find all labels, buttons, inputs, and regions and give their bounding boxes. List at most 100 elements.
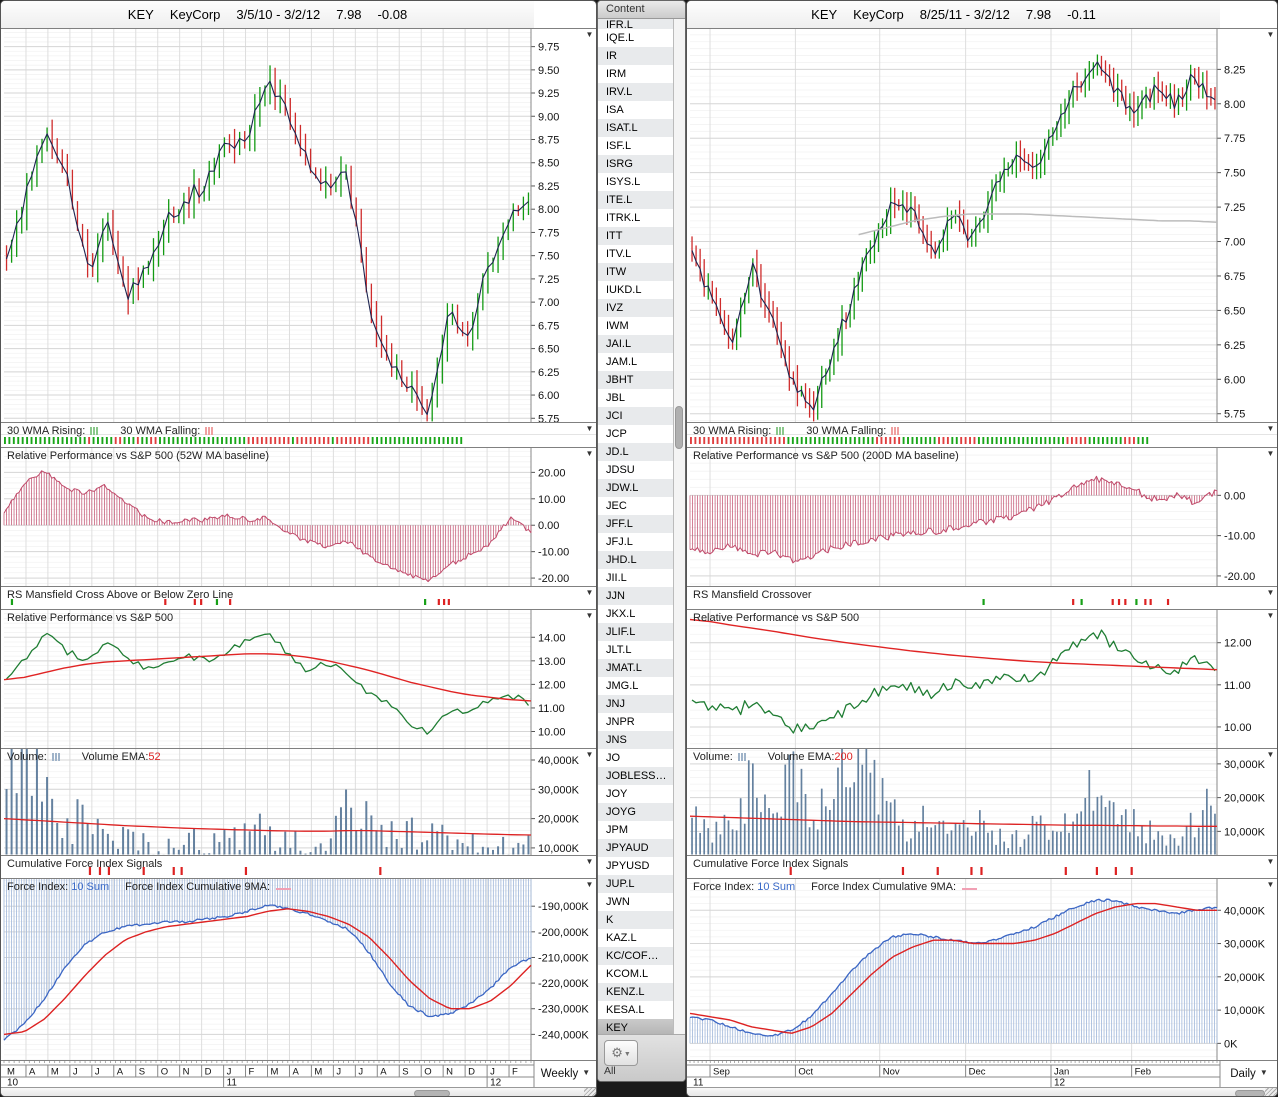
- ticker-row[interactable]: JLT.L: [606, 644, 632, 656]
- ticker-row[interactable]: JPM: [606, 824, 628, 836]
- pane-menu-button[interactable]: ▼: [1266, 588, 1275, 597]
- ticker-row[interactable]: JPYUSD: [606, 860, 650, 872]
- pane-menu-button[interactable]: ▼: [1266, 449, 1275, 458]
- ticker-row[interactable]: KAZ.L: [606, 932, 637, 944]
- ticker-row[interactable]: IUKD.L: [606, 284, 642, 296]
- ticker-row[interactable]: JNJ: [598, 695, 673, 713]
- pane-menu-button[interactable]: ▼: [585, 880, 594, 889]
- ticker-row[interactable]: JII.L: [606, 572, 627, 584]
- ticker-row[interactable]: JHD.L: [598, 551, 673, 569]
- ticker-row[interactable]: JEC: [606, 500, 627, 512]
- timeframe-selector-daily[interactable]: Daily ▼: [1221, 1061, 1277, 1086]
- ticker-row[interactable]: JLIF.L: [598, 623, 673, 641]
- ticker-row[interactable]: ITW: [598, 263, 673, 281]
- svg-text:8.75: 8.75: [538, 135, 559, 147]
- svg-text:-20.00: -20.00: [538, 573, 569, 585]
- ticker-row[interactable]: JWN: [606, 896, 630, 908]
- ticker-row[interactable]: JAM.L: [606, 356, 638, 368]
- svg-text:8.00: 8.00: [538, 204, 559, 216]
- ticker-row[interactable]: KENZ.L: [598, 983, 673, 1001]
- pane-menu-button[interactable]: ▼: [1266, 611, 1275, 620]
- pane-menu-button[interactable]: ▼: [585, 857, 594, 866]
- ticker-row[interactable]: JUP.L: [598, 875, 673, 893]
- ticker-row[interactable]: IVZ: [598, 299, 673, 317]
- list-scrollbar[interactable]: [673, 19, 685, 1035]
- ticker-row[interactable]: ITT: [598, 227, 673, 245]
- ticker-row[interactable]: JDSU: [606, 464, 635, 476]
- pane-menu-button[interactable]: ▼: [585, 424, 594, 433]
- h-scroll-thumb-right[interactable]: [1235, 1090, 1265, 1096]
- pane-menu-button[interactable]: ▼: [585, 588, 594, 597]
- chevron-down-icon: ▼: [623, 1051, 631, 1058]
- pane-menu-button[interactable]: ▼: [585, 750, 594, 759]
- ticker-row[interactable]: ISAT.L: [598, 119, 673, 137]
- ticker-row[interactable]: ISYS.L: [606, 176, 641, 188]
- svg-text:5.75: 5.75: [1224, 409, 1245, 421]
- ticker-row[interactable]: KC/COF…: [598, 947, 673, 965]
- h-scroll-thumb-left[interactable]: [414, 1090, 450, 1096]
- ticker-row[interactable]: ITRK.L: [606, 212, 641, 224]
- pane-menu-button[interactable]: ▼: [1266, 424, 1275, 433]
- content-palette: Content IFR.L IQE.L IR IRM IRV.L ISA ISAT.L ISF…: [597, 0, 686, 1082]
- h-scrollbar-left[interactable]: [1, 1087, 586, 1096]
- ticker-row[interactable]: JMG.L: [606, 680, 639, 692]
- list-scroll-thumb[interactable]: [675, 406, 683, 449]
- ticker-row[interactable]: JFJ.L: [606, 536, 633, 548]
- pane-menu-button[interactable]: ▼: [1266, 857, 1275, 866]
- svg-text:6.25: 6.25: [538, 367, 559, 379]
- ticker-row[interactable]: JOY: [606, 788, 628, 800]
- pane-menu-button[interactable]: ▼: [1266, 30, 1275, 39]
- ticker-row[interactable]: KCOM.L: [606, 968, 649, 980]
- svg-text:14.00: 14.00: [538, 632, 566, 644]
- h-scrollbar-right[interactable]: [687, 1087, 1267, 1096]
- ticker-row[interactable]: ITV.L: [606, 248, 632, 260]
- ticker-row[interactable]: IFR.L: [598, 19, 673, 29]
- ticker-row[interactable]: JNS: [598, 731, 673, 749]
- ticker-row[interactable]: JD.L: [598, 443, 673, 461]
- ticker-row[interactable]: JCP: [606, 428, 627, 440]
- resize-grip-right[interactable]: [1265, 1087, 1277, 1096]
- pane-menu-button[interactable]: ▼: [1266, 880, 1275, 889]
- svg-text:9.50: 9.50: [538, 65, 559, 77]
- resize-grip-left[interactable]: [584, 1087, 596, 1096]
- ticker-row[interactable]: JPYAUD: [598, 839, 673, 857]
- svg-text:Nov: Nov: [883, 1067, 900, 1078]
- svg-text:20.00: 20.00: [538, 467, 566, 479]
- ticker-row[interactable]: IR: [598, 47, 673, 65]
- pane-menu-button[interactable]: ▼: [585, 30, 594, 39]
- pane-menu-button[interactable]: ▼: [585, 611, 594, 620]
- ticker-row[interactable]: JAI.L: [598, 335, 673, 353]
- svg-text:-230,000K: -230,000K: [538, 1004, 589, 1016]
- ticker-row[interactable]: JOBLESS…: [598, 767, 673, 785]
- pane-menu-button[interactable]: ▼: [1266, 750, 1275, 759]
- ticker-row[interactable]: IRM: [606, 68, 627, 80]
- ticker-row[interactable]: JOYG: [598, 803, 673, 821]
- ticker-row[interactable]: JBHT: [598, 371, 673, 389]
- ticker-row[interactable]: ISRG: [598, 155, 673, 173]
- ticker-row[interactable]: JNPR: [606, 716, 635, 728]
- ticker-row[interactable]: JMAT.L: [598, 659, 673, 677]
- ticker-row[interactable]: JO: [606, 752, 621, 764]
- ticker-row[interactable]: ISA: [606, 104, 624, 116]
- svg-text:-200,000K: -200,000K: [538, 927, 589, 939]
- ticker-row[interactable]: JCI: [598, 407, 673, 425]
- ticker-row[interactable]: JBL: [606, 392, 625, 404]
- ticker-row[interactable]: JDW.L: [598, 479, 673, 497]
- ticker-row[interactable]: IQE.L: [606, 32, 635, 44]
- ticker-row[interactable]: IWM: [606, 320, 629, 332]
- ticker-row[interactable]: IRV.L: [598, 83, 673, 101]
- svg-text:-220,000K: -220,000K: [538, 978, 589, 990]
- ticker-row[interactable]: ITE.L: [598, 191, 673, 209]
- timeframe-selector-weekly[interactable]: Weekly ▼: [535, 1061, 596, 1086]
- ticker-row[interactable]: JJN: [598, 587, 673, 605]
- svg-text:10,000K: 10,000K: [1224, 1005, 1266, 1017]
- ticker-row[interactable]: JKX.L: [606, 608, 636, 620]
- ticker-row[interactable]: ISF.L: [606, 140, 632, 152]
- ticker-row[interactable]: KESA.L: [606, 1004, 645, 1016]
- gear-button[interactable]: ⚙ ▼: [604, 1040, 638, 1066]
- ticker-row[interactable]: K: [598, 911, 673, 929]
- pane-menu-button[interactable]: ▼: [585, 449, 594, 458]
- ticker-row[interactable]: JFF.L: [598, 515, 673, 533]
- svg-text:0.00: 0.00: [1224, 490, 1245, 502]
- ticker-row[interactable]: KEY: [598, 1019, 673, 1035]
